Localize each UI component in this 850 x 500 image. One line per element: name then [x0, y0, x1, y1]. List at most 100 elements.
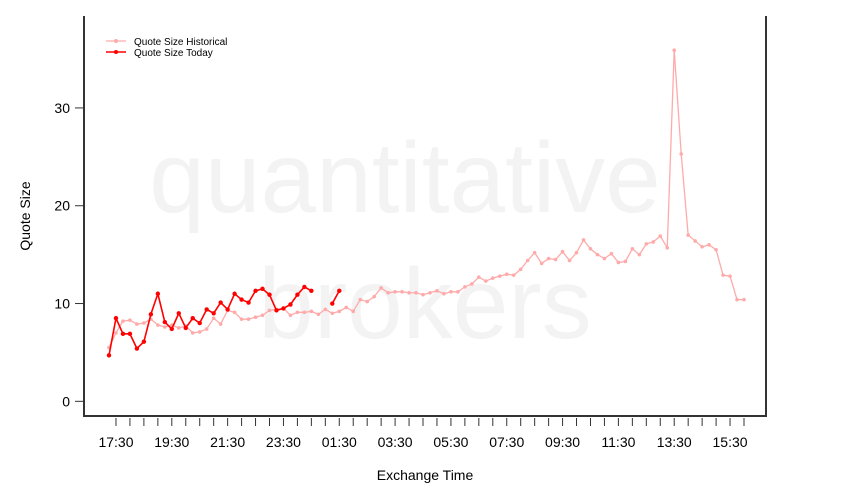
data-point: [442, 291, 446, 296]
data-point: [644, 242, 649, 246]
data-point: [260, 286, 265, 292]
data-point: [288, 313, 293, 318]
x-tick-label: 19:30: [154, 434, 189, 450]
x-tick-label: 03:30: [378, 434, 413, 450]
data-point: [295, 292, 300, 297]
x-tick-label: 13:30: [657, 434, 692, 450]
data-point: [658, 234, 663, 238]
data-point: [218, 300, 223, 305]
data-point: [630, 246, 635, 251]
data-point: [393, 289, 397, 294]
legend-historical-label: Quote Size Historical: [134, 37, 227, 48]
data-point: [665, 245, 670, 250]
data-point: [463, 285, 467, 289]
data-point: [616, 260, 621, 265]
data-point: [260, 313, 265, 318]
x-tick-label: 05:30: [433, 434, 468, 450]
data-point: [651, 240, 656, 244]
data-point: [309, 288, 314, 294]
legend: Quote Size Historical Quote Size Today: [106, 37, 227, 59]
data-point: [470, 282, 474, 286]
data-point: [302, 310, 307, 315]
data-point: [162, 319, 168, 325]
data-point: [386, 290, 390, 295]
data-point: [141, 339, 147, 344]
data-point: [407, 290, 411, 295]
data-point: [267, 292, 272, 297]
data-point: [120, 331, 126, 337]
data-point: [121, 319, 125, 323]
data-point: [414, 290, 418, 295]
data-point: [113, 316, 119, 321]
data-point: [707, 243, 711, 247]
series-layer: [106, 48, 746, 358]
data-point: [581, 238, 586, 242]
data-point: [156, 323, 160, 327]
data-point: [449, 289, 453, 294]
data-point: [714, 247, 718, 252]
data-point: [595, 252, 600, 257]
data-point: [246, 300, 251, 305]
x-axis-title: Exchange Time: [377, 467, 474, 483]
data-point: [183, 325, 188, 331]
data-point: [232, 310, 237, 315]
data-point: [274, 308, 279, 313]
data-point: [484, 279, 488, 283]
data-point: [700, 245, 704, 249]
data-point: [239, 317, 244, 321]
data-point: [197, 320, 202, 326]
x-tick-label: 07:30: [489, 434, 524, 450]
data-point: [232, 291, 237, 296]
plot-frame: [83, 16, 767, 417]
data-point: [134, 346, 140, 351]
data-point: [539, 261, 544, 266]
legend-historical-marker: [114, 39, 118, 43]
data-point: [693, 239, 697, 243]
data-point: [218, 322, 223, 326]
data-point: [197, 330, 202, 334]
data-point: [128, 318, 132, 322]
data-point: [379, 286, 383, 290]
y-tick-label: 10: [54, 296, 70, 312]
y-tick-label: 0: [62, 393, 70, 409]
x-tick-label: 11:30: [601, 434, 635, 450]
data-point: [511, 273, 516, 277]
data-point: [497, 274, 502, 278]
series-today: [106, 284, 342, 358]
data-point: [114, 331, 118, 335]
data-point: [204, 327, 209, 331]
x-tick-label: 15:30: [713, 434, 748, 450]
x-tick-label: 23:30: [266, 434, 301, 450]
data-point: [428, 290, 432, 295]
legend-today-marker: [114, 50, 118, 54]
data-point: [323, 307, 328, 312]
data-point: [253, 288, 258, 294]
data-point: [330, 311, 335, 316]
data-point: [477, 275, 481, 279]
data-point: [602, 256, 607, 261]
data-point: [337, 309, 342, 314]
data-point: [365, 299, 369, 304]
data-point: [525, 258, 530, 263]
data-point: [337, 288, 342, 294]
data-point: [316, 312, 321, 317]
data-point: [372, 294, 376, 299]
data-point: [560, 249, 565, 254]
legend-today-label: Quote Size Today: [134, 48, 213, 59]
data-point: [204, 307, 209, 312]
data-point: [742, 297, 746, 302]
data-point: [490, 276, 495, 280]
data-point: [344, 305, 349, 310]
data-point: [281, 306, 286, 311]
data-point: [211, 311, 216, 316]
data-point: [728, 274, 732, 278]
data-point: [155, 291, 161, 296]
watermark-line-1: quantitative: [149, 122, 660, 234]
data-point: [546, 256, 551, 261]
data-point: [679, 152, 683, 156]
data-point: [211, 316, 216, 321]
data-point: [163, 325, 167, 329]
data-point: [246, 317, 251, 321]
data-point: [288, 302, 293, 307]
data-point: [190, 331, 195, 335]
